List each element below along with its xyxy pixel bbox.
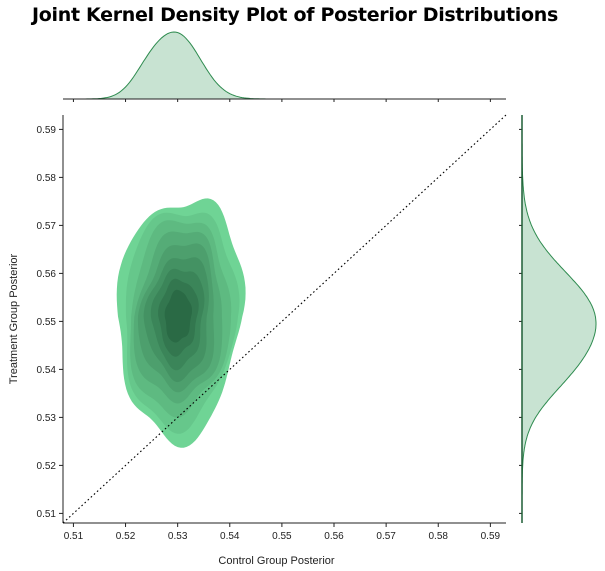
y-tick-label: 0.59 [37,125,57,136]
y-axis-label: Treatment Group Posterior [8,253,20,384]
y-tick-label: 0.53 [37,413,57,424]
x-tick-label: 0.51 [64,531,84,542]
joint-axes [62,115,506,524]
x-tick-labels: 0.51 0.52 0.53 0.54 0.55 0.56 0.57 0.58 0.59 [64,523,501,542]
x-tick-label: 0.55 [272,531,292,542]
y-tick-label: 0.55 [37,317,57,328]
density-contour-level-9 [164,289,192,343]
y-tick-label: 0.58 [37,173,57,184]
y-tick-labels: 0.51 0.52 0.53 0.54 0.55 0.56 0.57 0.58 0.59 [37,125,63,520]
x-tick-label: 0.56 [324,531,344,542]
kde-contours [116,198,246,448]
x-tick-label: 0.58 [429,531,449,542]
y-tick-label: 0.57 [37,221,57,232]
y-tick-label: 0.54 [37,365,57,376]
right-marginal-density [519,115,597,523]
right-marginal-area [521,115,597,523]
y-tick-label: 0.56 [37,269,57,280]
top-marginal-area [63,31,506,100]
x-tick-label: 0.53 [168,531,188,542]
x-tick-label: 0.52 [116,531,136,542]
x-tick-label: 0.59 [481,531,501,542]
y-tick-label: 0.52 [37,461,57,472]
top-marginal-density [63,31,506,102]
chart-title: Joint Kernel Density Plot of Posterior D… [31,4,558,26]
y-tick-label: 0.51 [37,509,57,520]
x-tick-label: 0.57 [376,531,396,542]
x-tick-label: 0.54 [220,531,240,542]
x-axis-label: Control Group Posterior [218,555,334,567]
